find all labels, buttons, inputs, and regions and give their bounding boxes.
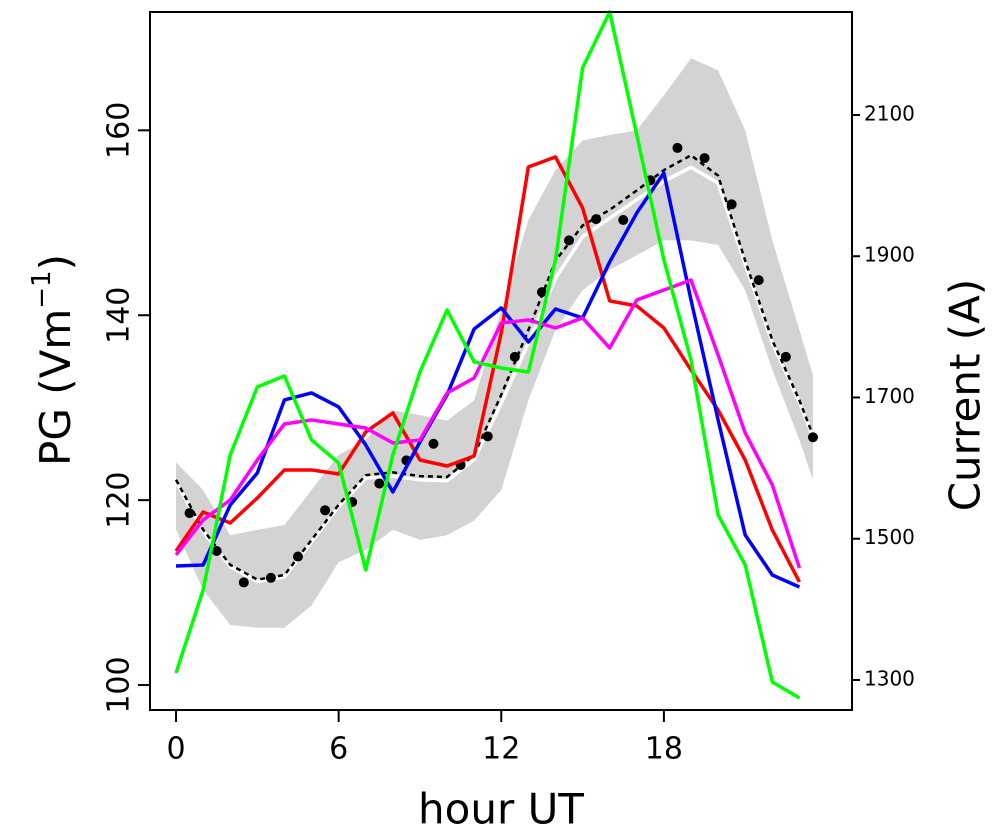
data-point (564, 235, 575, 246)
band (176, 58, 813, 628)
y-label-text: PG (Vm (31, 309, 80, 466)
data-point (320, 505, 331, 516)
y-tick-label: 160 (102, 102, 137, 159)
series-line (174, 165, 815, 584)
data-point (726, 199, 737, 210)
x-tick-label: 12 (482, 732, 520, 767)
x-tick-label: 18 (645, 732, 683, 767)
data-point (536, 287, 547, 298)
series-line (174, 278, 802, 569)
data-point (780, 351, 791, 362)
x-tick-label: 0 (166, 732, 185, 767)
x-axis-label: hour UT (418, 785, 584, 834)
data-point (672, 142, 683, 153)
y2-axis-label: Current (A) (941, 279, 990, 512)
y2-tick-label: 1700 (864, 384, 915, 408)
data-point (238, 577, 249, 588)
y2-tick-label: 1300 (864, 666, 915, 690)
y-tick-label: 140 (102, 287, 137, 344)
x-tick-label: 6 (329, 732, 348, 767)
data-point (184, 508, 195, 519)
series-line (174, 10, 801, 700)
data-point (428, 438, 439, 449)
data-point (591, 214, 602, 225)
y-tick-label: 100 (102, 656, 137, 713)
data-point (292, 551, 303, 562)
data-point (753, 275, 764, 286)
y-axis-label: PG (Vm−1) (27, 254, 80, 466)
data-point (699, 153, 710, 164)
data-point (807, 432, 818, 443)
data-point (509, 351, 520, 362)
y2-tick-label: 1900 (864, 243, 915, 267)
data-point (482, 431, 493, 442)
y2-tick-label: 2100 (864, 101, 915, 125)
y-tick-label: 120 (102, 472, 137, 529)
data-point (374, 478, 385, 489)
y-label-superscript: −1 (27, 270, 57, 308)
data-point (211, 545, 222, 556)
series-line (175, 171, 801, 589)
data-point (265, 572, 276, 583)
y2-tick-label: 1500 (864, 525, 915, 549)
fit-line (174, 154, 815, 581)
data-point (618, 215, 629, 226)
y-label-text: ) (31, 254, 80, 270)
